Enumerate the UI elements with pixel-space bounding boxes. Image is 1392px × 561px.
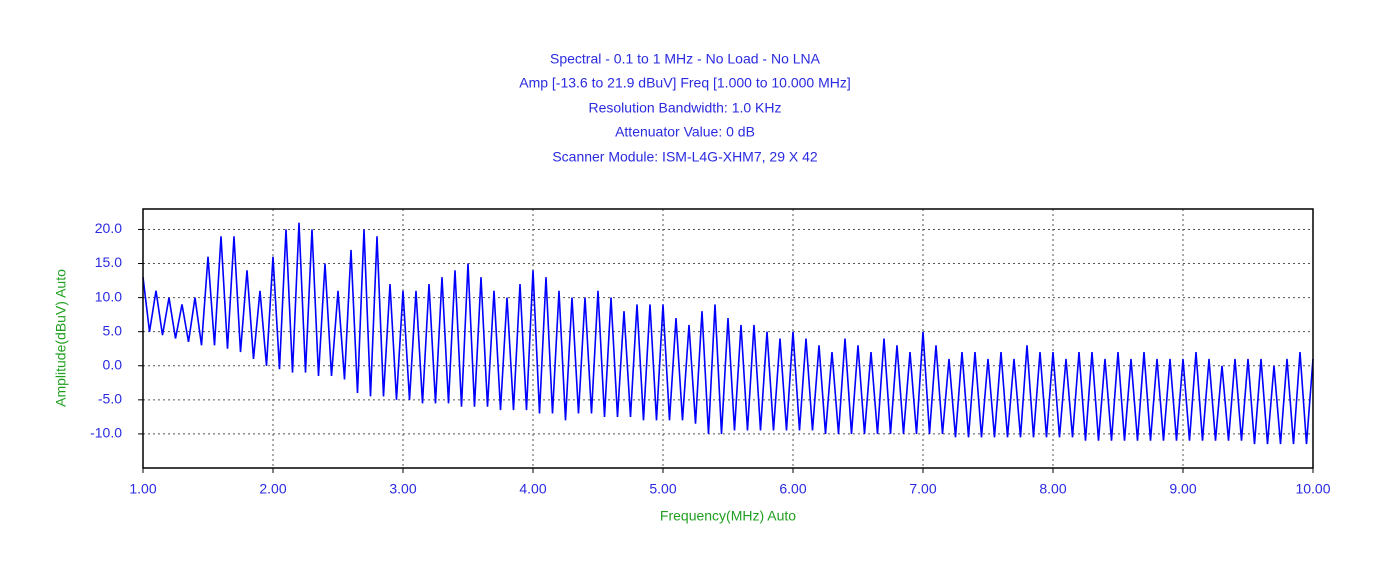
y-tick-label: 0.0 [103, 356, 123, 372]
x-tick-label: 6.00 [779, 481, 806, 497]
y-tick-label: 5.0 [103, 322, 123, 338]
y-tick-label: 15.0 [95, 254, 122, 270]
x-tick-label: 7.00 [909, 481, 936, 497]
spectrum-line [142, 222, 1314, 445]
subtitle: Scanner Module: ISM-L4G-XHM7, 29 X 42 [552, 149, 818, 165]
y-axis-label: Amplitude(dBuV) Auto [53, 269, 69, 407]
y-tick-label: 20.0 [95, 220, 122, 236]
x-tick-label: 10.00 [1295, 481, 1330, 497]
y-tick-label: 10.0 [95, 288, 122, 304]
subtitle: Resolution Bandwidth: 1.0 KHz [589, 100, 782, 116]
x-tick-label: 8.00 [1039, 481, 1066, 497]
x-tick-label: 5.00 [649, 481, 676, 497]
x-axis-label: Frequency(MHz) Auto [660, 508, 796, 524]
x-tick-label: 2.00 [259, 481, 286, 497]
y-tick-label: -5.0 [98, 391, 122, 407]
subtitle: Amp [-13.6 to 21.9 dBuV] Freq [1.000 to … [519, 75, 851, 91]
subtitle: Attenuator Value: 0 dB [615, 124, 755, 140]
y-tick-label: -10.0 [90, 425, 122, 441]
x-tick-label: 3.00 [389, 481, 416, 497]
x-tick-label: 1.00 [129, 481, 156, 497]
chart-title: Spectral - 0.1 to 1 MHz - No Load - No L… [550, 51, 821, 67]
x-tick-label: 9.00 [1169, 481, 1196, 497]
plot-frame [142, 208, 1314, 469]
x-tick-label: 4.00 [519, 481, 546, 497]
